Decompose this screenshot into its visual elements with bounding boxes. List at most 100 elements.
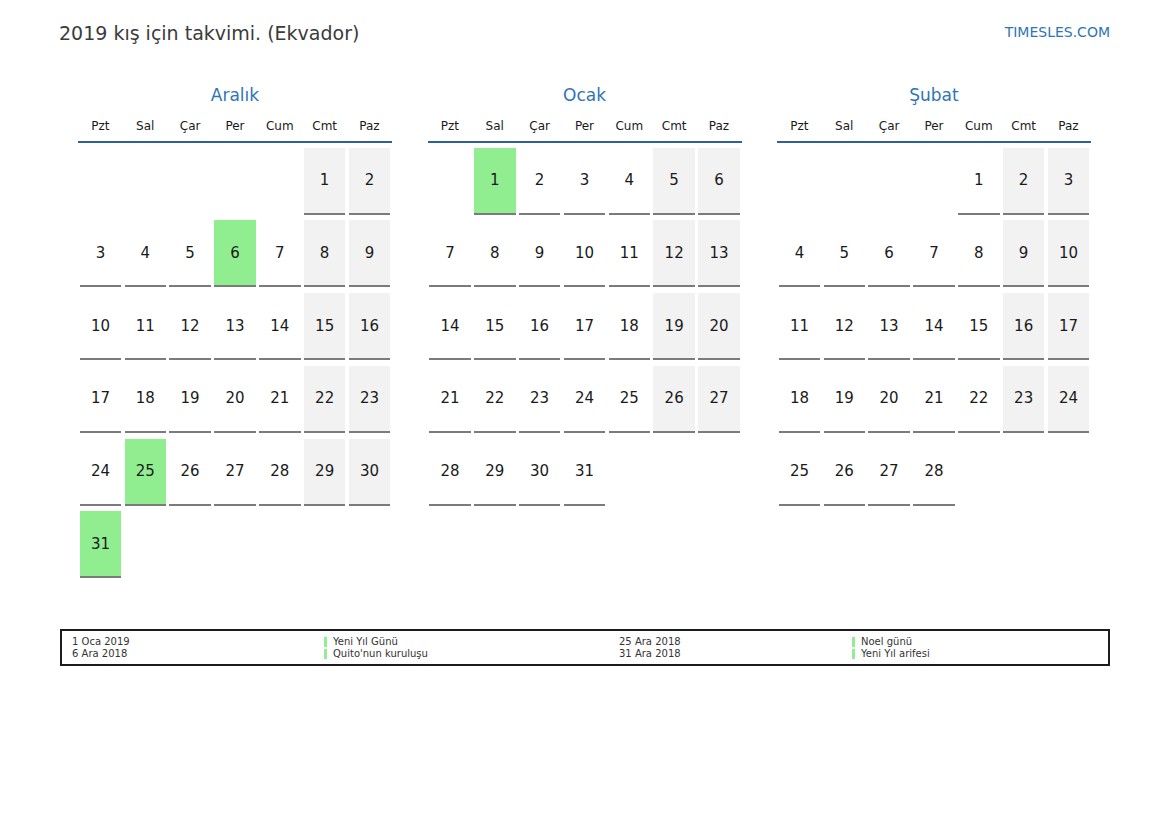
legend-event-label: Noel günü	[861, 636, 912, 648]
page-title: 2019 kış için takvimi. (Ekvador)	[59, 22, 359, 44]
day-cell	[257, 148, 302, 215]
day-ocak-12: 12	[653, 220, 695, 287]
day-aralık-30: 30	[349, 439, 391, 506]
weekday-header-row: PztSalÇarPerCumCmtPaz	[78, 114, 392, 143]
day-ocak-20: 20	[698, 293, 740, 360]
day-cell: 13	[867, 293, 912, 360]
month-title: Aralık	[78, 84, 392, 106]
day-şubat-8: 8	[958, 220, 1000, 287]
weekday-label: Çar	[517, 114, 562, 138]
day-cell: 28	[912, 439, 957, 506]
day-ocak-9: 9	[519, 220, 561, 287]
day-cell: 18	[123, 366, 168, 433]
weekday-label: Pzt	[428, 114, 473, 138]
day-ocak-31: 31	[564, 439, 606, 506]
day-cell: 25	[123, 439, 168, 506]
day-şubat-24: 24	[1048, 366, 1090, 433]
week-row: 78910111213	[428, 220, 742, 287]
day-aralık-9: 9	[349, 220, 391, 287]
day-cell	[1046, 439, 1091, 506]
day-cell: 27	[867, 439, 912, 506]
week-row: 21222324252627	[428, 366, 742, 433]
day-aralık-7: 7	[259, 220, 301, 287]
day-cell: 7	[257, 220, 302, 287]
day-aralık-16: 16	[349, 293, 391, 360]
day-ocak-1: 1	[474, 148, 516, 215]
day-aralık-27: 27	[214, 439, 256, 506]
day-aralık-14: 14	[259, 293, 301, 360]
day-şubat-21: 21	[913, 366, 955, 433]
day-cell: 13	[213, 293, 258, 360]
day-cell: 7	[912, 220, 957, 287]
month-title: Şubat	[777, 84, 1091, 106]
weekday-label: Sal	[472, 114, 517, 138]
day-ocak-2: 2	[519, 148, 561, 215]
legend-date-label: 1 Oca 2019	[72, 636, 130, 648]
day-cell: 26	[822, 439, 867, 506]
legend-event-label: Yeni Yıl arifesi	[861, 648, 930, 660]
day-şubat-2: 2	[1003, 148, 1045, 215]
day-cell: 16	[347, 293, 392, 360]
day-cell: 5	[652, 148, 697, 215]
day-ocak-18: 18	[609, 293, 651, 360]
weekday-label: Cmt	[1001, 114, 1046, 138]
day-ocak-23: 23	[519, 366, 561, 433]
day-cell	[867, 148, 912, 215]
day-cell: 17	[78, 366, 123, 433]
month-ocak: OcakPztSalÇarPerCumCmtPaz123456789101112…	[428, 84, 742, 584]
day-şubat-14: 14	[913, 293, 955, 360]
day-şubat-28: 28	[913, 439, 955, 506]
day-ocak-10: 10	[564, 220, 606, 287]
day-ocak-25: 25	[609, 366, 651, 433]
week-row: 18192021222324	[777, 366, 1091, 433]
legend-events-column: Noel günüYeni Yıl arifesi	[852, 636, 930, 660]
day-cell: 17	[562, 293, 607, 360]
weekday-label: Sal	[822, 114, 867, 138]
brand-link[interactable]: TIMESLES.COM	[1005, 24, 1110, 40]
week-row: 25262728	[777, 439, 1091, 506]
day-cell: 13	[697, 220, 742, 287]
day-cell: 24	[78, 439, 123, 506]
day-cell: 3	[1046, 148, 1091, 215]
day-aralık-19: 19	[169, 366, 211, 433]
day-şubat-11: 11	[779, 293, 821, 360]
day-aralık-13: 13	[214, 293, 256, 360]
day-cell: 16	[517, 293, 562, 360]
day-şubat-17: 17	[1048, 293, 1090, 360]
day-cell	[956, 439, 1001, 506]
day-ocak-15: 15	[474, 293, 516, 360]
day-şubat-7: 7	[913, 220, 955, 287]
week-row: 17181920212223	[78, 366, 392, 433]
day-cell	[777, 148, 822, 215]
day-cell: 28	[428, 439, 473, 506]
day-şubat-3: 3	[1048, 148, 1090, 215]
day-cell: 3	[562, 148, 607, 215]
legend-date-label: 6 Ara 2018	[72, 648, 130, 660]
weekday-header-row: PztSalÇarPerCumCmtPaz	[428, 114, 742, 143]
day-şubat-22: 22	[958, 366, 1000, 433]
day-cell: 21	[912, 366, 957, 433]
day-cell: 9	[517, 220, 562, 287]
day-cell: 20	[213, 366, 258, 433]
day-cell: 15	[472, 293, 517, 360]
day-ocak-30: 30	[519, 439, 561, 506]
day-aralık-15: 15	[304, 293, 346, 360]
day-aralık-17: 17	[80, 366, 122, 433]
legend-event-label: Quito'nun kuruluşu	[333, 648, 428, 660]
weekday-label: Per	[912, 114, 957, 138]
weekday-label: Cum	[956, 114, 1001, 138]
week-row: 10111213141516	[78, 293, 392, 360]
day-şubat-13: 13	[868, 293, 910, 360]
day-cell: 29	[302, 439, 347, 506]
day-cell: 2	[347, 148, 392, 215]
day-cell: 23	[517, 366, 562, 433]
day-cell: 23	[347, 366, 392, 433]
day-ocak-7: 7	[429, 220, 471, 287]
day-cell: 2	[517, 148, 562, 215]
day-cell: 15	[956, 293, 1001, 360]
day-cell: 4	[123, 220, 168, 287]
day-aralık-24: 24	[80, 439, 122, 506]
day-aralık-5: 5	[169, 220, 211, 287]
day-şubat-15: 15	[958, 293, 1000, 360]
day-cell: 21	[257, 366, 302, 433]
